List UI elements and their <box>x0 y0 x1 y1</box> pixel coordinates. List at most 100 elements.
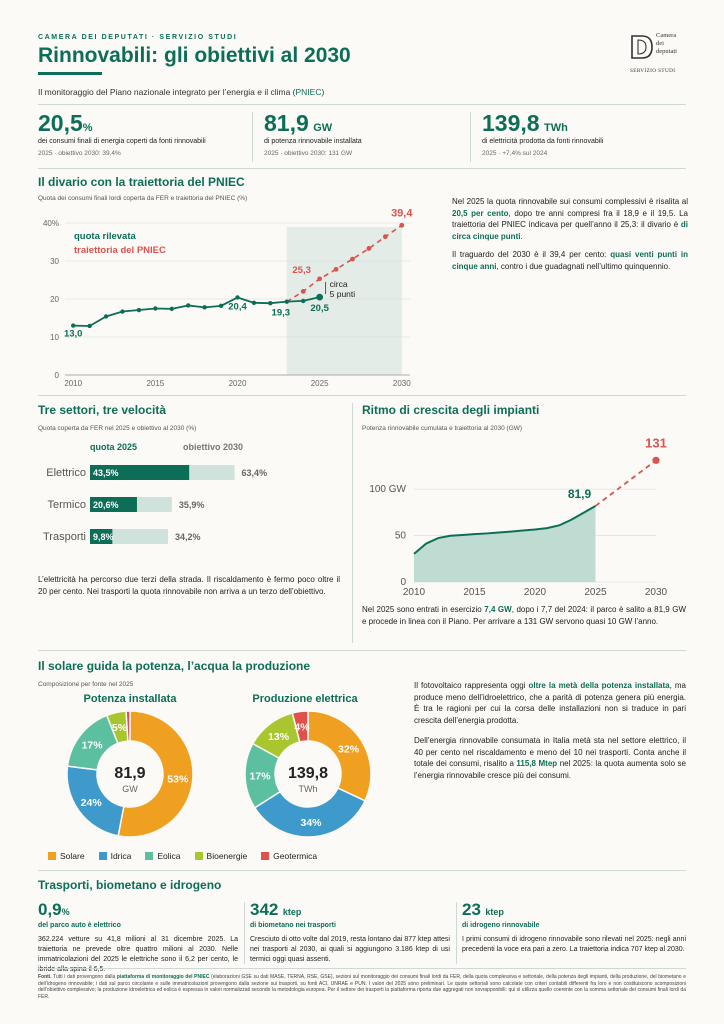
observed-line <box>73 296 320 327</box>
legend-item-idrica: Idrica <box>98 851 132 861</box>
x-tick-label: 2020 <box>524 587 547 598</box>
section-title-divario: Il divario con la traiettoria del PNIEC <box>38 175 245 189</box>
subtitle-tail: ) <box>321 87 325 97</box>
divider <box>38 650 686 651</box>
observed-point <box>202 305 207 310</box>
y-tick-label: 10 <box>50 333 59 342</box>
observed-point <box>301 298 306 304</box>
slice-label: 13% <box>268 731 290 743</box>
divider <box>38 104 686 105</box>
kpi-separator <box>252 112 253 162</box>
legend-swatch <box>261 852 270 860</box>
y-tick-label: 30 <box>50 257 59 266</box>
gap-annotation: circa <box>330 279 348 289</box>
divider <box>38 870 686 871</box>
logo-line-2: dei <box>656 40 664 47</box>
kpi-unit: % <box>82 122 93 134</box>
donut-slice-geotermica <box>291 710 309 743</box>
observed-point <box>71 323 76 328</box>
page-title: Rinnovabili: gli obiettivi al 2030 <box>38 44 351 67</box>
x-tick-label: 2025 <box>311 379 329 388</box>
donut-slice-solare <box>117 710 194 838</box>
kpi-value: 81,9 <box>264 110 309 136</box>
actual-label: 20,6% <box>93 500 119 510</box>
donut-produzione: 32% 34% 17% 13% 4% 139,8 TWh <box>244 710 372 838</box>
data-label: 20,5 <box>310 303 329 314</box>
observed-point <box>103 314 109 319</box>
actual-label: 9,8% <box>93 532 114 542</box>
kpi-2: 81,9 GW di potenza rinnovabile installat… <box>264 110 464 157</box>
col-quota-2025: quota 2025 <box>90 442 138 452</box>
chart3-caption: Potenza rinnovabile cumulata e traiettor… <box>362 425 523 432</box>
slice-label: 34% <box>301 817 323 829</box>
y-tick-label: 50 <box>395 531 407 542</box>
target-label: 63,4% <box>242 468 268 478</box>
column-separator <box>352 403 353 643</box>
x-tick-label: 2030 <box>645 587 668 598</box>
divider <box>38 968 686 969</box>
divider <box>38 168 686 169</box>
actual-bar <box>90 529 113 544</box>
capacity-line <box>413 505 596 555</box>
donut-potenza: 53% 24% 17% 5% 81,9 GW <box>66 710 194 838</box>
logo-line-1: Camera <box>656 32 677 39</box>
capacity-area <box>414 505 596 582</box>
fact-biometano: 342 ktep di biometano nei trasporti Cres… <box>250 900 450 963</box>
subtitle-text: Il monitoraggio del Piano nazionale inte… <box>38 87 296 97</box>
fact-idrogeno: 23 ktep di idrogeno rinnovabile I primi … <box>462 900 686 953</box>
kpi-unit: GW <box>313 122 333 134</box>
trajectory-line <box>286 224 403 303</box>
trajectory-line <box>594 459 657 507</box>
legend-swatch <box>145 852 154 860</box>
y-tick-label: 0 <box>55 371 60 380</box>
donut2-title: Produzione elettrica <box>252 693 358 705</box>
legend-item-eolica: Eolica <box>145 851 181 861</box>
section4-paragraph-1: Il fotovoltaico rappresenta oggi oltre l… <box>414 681 686 725</box>
observed-point <box>316 293 324 301</box>
x-tick-label: 2025 <box>584 587 607 598</box>
target-label: 35,9% <box>179 500 205 510</box>
legend-item-bioenergie: Bioenergie <box>194 851 248 861</box>
observed-point <box>136 307 142 313</box>
donut-slice-solare <box>307 710 372 802</box>
section1-paragraph-1: Nel 2025 la quota rinnovabile sui consum… <box>452 197 688 241</box>
legend-label: Bioenergie <box>206 851 248 861</box>
legend-label: Idrica <box>110 851 132 861</box>
fact-auto-elettriche: 0,9% del parco auto è elettrico 362.224 … <box>38 900 238 973</box>
kpi-separator <box>470 112 471 162</box>
x-tick-label: 2020 <box>229 379 247 388</box>
pniec-link[interactable]: PNIEC <box>295 87 322 97</box>
kpi-desc: di potenza rinnovabile installata <box>264 138 362 145</box>
actual-bar <box>90 497 137 512</box>
trajectory-point <box>317 276 323 282</box>
donut-slice-geotermica <box>125 710 131 742</box>
chart-potenza: 0 50 100 GW 2010 2015 2020 2025 2030 81,9 131 <box>369 435 668 598</box>
slice-label: 53% <box>167 774 189 786</box>
donut-slice-idrica <box>253 787 367 838</box>
data-label: 81,9 <box>568 487 592 501</box>
observed-point <box>186 303 191 308</box>
legend-swatch <box>98 852 107 860</box>
actual-bar <box>90 465 190 480</box>
slice-label: 32% <box>338 743 360 755</box>
gap-annotation: 5 punti <box>330 289 356 299</box>
observed-point <box>153 306 158 311</box>
trajectory-point <box>652 456 660 464</box>
fact-separator <box>244 902 245 964</box>
legend-trajectory: traiettoria del PNIEC <box>74 245 166 256</box>
x-tick-label: 2015 <box>146 379 164 388</box>
legend-swatch <box>194 852 203 860</box>
section4-paragraph-2: Dell’energia rinnovabile consumata in It… <box>414 736 687 780</box>
footer-sources: Fonti. Tutti i dati provengono dalla pia… <box>38 974 686 1000</box>
category-label: Trasporti <box>43 531 86 543</box>
camera-emblem-icon <box>631 35 653 59</box>
slice-label: 17% <box>82 740 104 752</box>
col-obiettivo-2030: obiettivo 2030 <box>183 442 244 452</box>
section-title-ritmo: Ritmo di crescita degli impianti <box>362 403 540 417</box>
kicker: CAMERA DEI DEPUTATI · SERVIZIO STUDI <box>38 34 238 41</box>
chart4-caption: Composizione per fonte nel 2025 <box>38 681 134 688</box>
observed-point <box>120 309 125 314</box>
data-label: 39,4 <box>391 207 413 219</box>
kpi-value: 139,8 <box>482 110 540 136</box>
legend-item-solare: Solare <box>48 851 85 861</box>
